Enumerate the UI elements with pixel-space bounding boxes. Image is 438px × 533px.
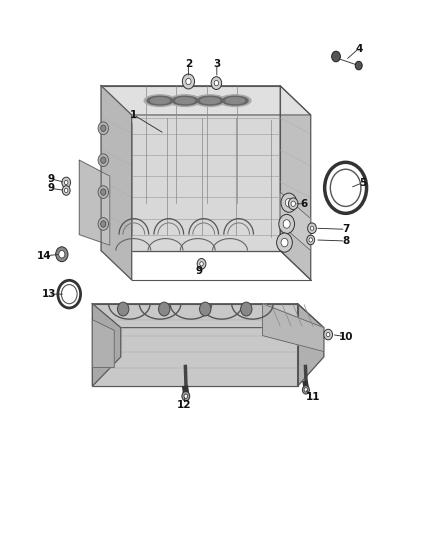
Polygon shape [101,86,280,251]
Circle shape [182,74,194,89]
Circle shape [182,391,190,401]
Circle shape [288,198,298,209]
Ellipse shape [222,96,248,105]
Ellipse shape [147,96,173,105]
Circle shape [62,185,70,195]
Circle shape [277,233,292,252]
Circle shape [291,201,295,206]
Circle shape [57,248,60,253]
Circle shape [64,188,68,192]
Text: 12: 12 [177,400,191,410]
Ellipse shape [201,98,219,103]
Ellipse shape [172,96,198,105]
Circle shape [310,226,314,230]
Circle shape [63,256,67,260]
Text: 10: 10 [339,332,353,342]
Ellipse shape [176,98,194,103]
Circle shape [307,223,316,233]
Circle shape [117,302,129,316]
Circle shape [200,302,211,316]
Circle shape [64,180,68,184]
Circle shape [63,248,67,253]
Circle shape [286,198,292,207]
Polygon shape [263,304,324,352]
Circle shape [281,193,297,212]
Circle shape [200,262,203,266]
Circle shape [98,185,109,198]
Circle shape [101,221,106,227]
Text: 3: 3 [213,60,220,69]
Circle shape [279,214,294,233]
Circle shape [240,302,252,316]
Circle shape [101,189,106,195]
Ellipse shape [151,98,170,103]
Circle shape [304,387,307,392]
Ellipse shape [170,95,201,107]
Text: 7: 7 [342,224,349,235]
Polygon shape [92,320,114,368]
Circle shape [214,80,219,86]
Text: 9: 9 [47,183,54,193]
Circle shape [159,302,170,316]
Polygon shape [79,160,110,245]
Circle shape [62,177,71,188]
Ellipse shape [197,96,223,105]
Circle shape [211,77,222,90]
Circle shape [281,238,288,247]
Text: 8: 8 [342,236,349,246]
Circle shape [184,394,187,398]
Circle shape [98,122,109,135]
Circle shape [64,252,68,256]
Ellipse shape [219,95,251,107]
Text: 13: 13 [42,289,56,299]
Ellipse shape [226,98,244,103]
Ellipse shape [144,95,176,107]
Circle shape [56,252,59,256]
Circle shape [197,259,206,269]
Polygon shape [92,304,297,386]
Circle shape [355,61,362,70]
Text: 11: 11 [306,392,320,402]
Text: 5: 5 [360,177,367,188]
Circle shape [307,235,314,245]
Circle shape [326,333,330,337]
Circle shape [56,247,68,262]
Circle shape [59,251,65,258]
Circle shape [57,256,60,260]
Text: 2: 2 [185,60,192,69]
Circle shape [186,78,191,85]
Circle shape [324,329,332,340]
Text: 9: 9 [47,174,54,184]
Circle shape [309,238,312,242]
Polygon shape [92,304,121,386]
Circle shape [283,220,290,228]
Polygon shape [92,304,324,328]
Circle shape [60,247,64,251]
Polygon shape [101,86,132,280]
Circle shape [302,385,309,394]
Polygon shape [297,304,324,386]
Text: 4: 4 [355,44,362,53]
Polygon shape [280,86,311,280]
Text: 14: 14 [37,251,52,261]
Circle shape [101,157,106,164]
Circle shape [101,125,106,132]
Circle shape [98,217,109,230]
Circle shape [98,154,109,166]
Circle shape [332,51,340,62]
Text: 1: 1 [130,110,138,120]
Text: 6: 6 [300,199,308,209]
Text: 9: 9 [196,266,203,276]
Circle shape [60,257,64,262]
Ellipse shape [194,95,226,107]
Polygon shape [280,192,311,251]
Polygon shape [101,86,311,115]
